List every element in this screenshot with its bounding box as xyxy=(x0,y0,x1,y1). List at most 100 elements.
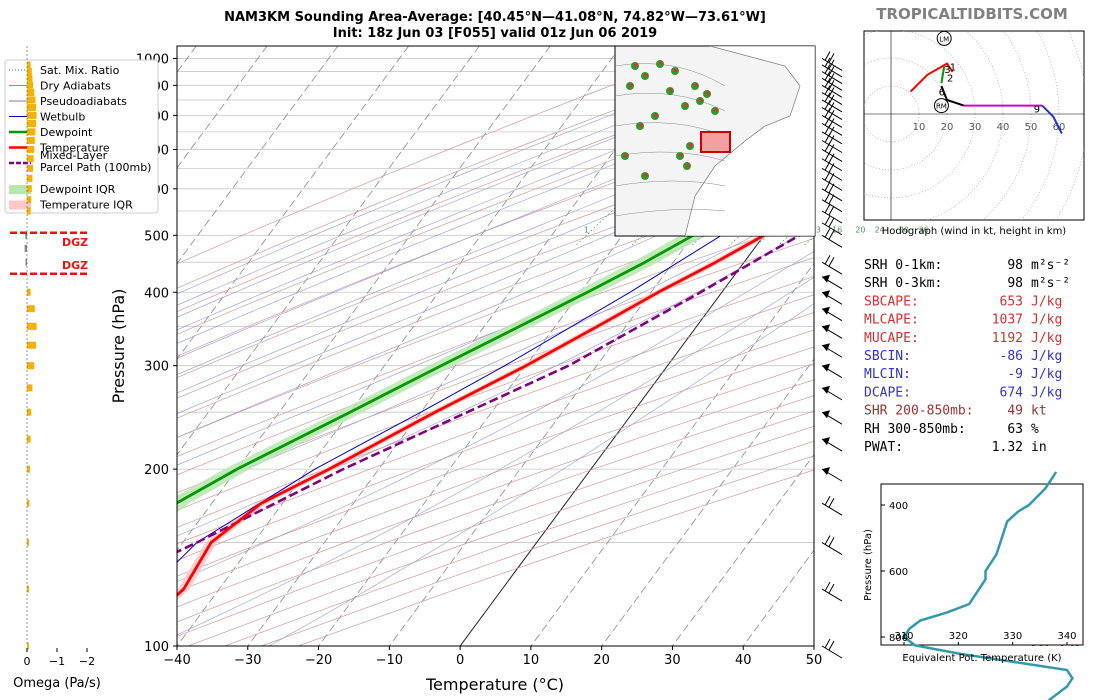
theta-e-line xyxy=(902,471,1074,700)
wind-barb-icon xyxy=(821,535,843,555)
wind-barb-feather xyxy=(828,640,835,651)
radar-echo-core xyxy=(689,143,693,147)
radar-echo-core xyxy=(686,163,690,167)
wind-barb-feather xyxy=(824,495,831,506)
wind-barb-icon xyxy=(821,203,843,224)
index-value: 98 xyxy=(1007,258,1023,273)
wind-barb-feather xyxy=(824,78,831,88)
omega-bar xyxy=(27,465,30,473)
wind-barb-flag xyxy=(822,410,830,419)
theta-e-xlabel: Equivalent Pot. Temperature (K) xyxy=(902,653,1061,664)
wind-barb-icon xyxy=(821,385,843,401)
wind-barb-icon xyxy=(821,215,843,236)
radar-echo-core xyxy=(679,153,683,157)
index-label: MUCAPE: xyxy=(864,331,919,346)
omega-bar xyxy=(27,164,33,172)
index-unit: J/kg xyxy=(1031,367,1062,382)
wind-barb-icon xyxy=(821,92,843,113)
theta-e-tick-label: 320 xyxy=(949,631,968,642)
omega-bar xyxy=(27,305,35,313)
wind-barb-feather xyxy=(828,118,835,128)
x-tick-label: −10 xyxy=(376,653,403,668)
hodograph-ring-label: 20 xyxy=(941,122,954,133)
wind-barb-feather xyxy=(824,57,831,68)
omega-bar xyxy=(27,288,31,296)
omega-bar xyxy=(27,408,32,416)
omega-bar xyxy=(27,539,29,547)
index-unit: J/kg xyxy=(1031,349,1062,364)
wind-barb-icon xyxy=(821,124,843,145)
index-row: MLCAPE: 1037 J/kg xyxy=(864,313,1062,328)
dry-adiabat-line xyxy=(177,346,814,577)
indices-table: SRH 0-1km: 98 m²s⁻² SRH 0-3km: 98 m²s⁻² SBCAPE… xyxy=(864,258,1070,455)
index-value: 98 xyxy=(1007,276,1023,291)
isotherm-line xyxy=(177,46,551,551)
ocean-shape xyxy=(684,46,815,236)
omega-bar xyxy=(27,128,36,136)
omega-bar xyxy=(27,207,31,215)
legend-entry: Temperature IQR xyxy=(9,199,133,212)
theta-e-tick-label: 800 xyxy=(889,633,908,644)
index-unit: kt xyxy=(1031,404,1047,419)
dry-adiabat-line xyxy=(177,395,814,623)
omega-bar xyxy=(27,68,32,76)
map-inset xyxy=(614,45,816,237)
radar-echo-core xyxy=(714,108,718,112)
wind-barb-feather xyxy=(824,51,831,61)
wind-barb-feather xyxy=(824,108,831,118)
wind-barbs xyxy=(821,51,843,659)
index-label: PWAT: xyxy=(864,440,903,455)
wind-barb-icon xyxy=(821,51,843,71)
omega-panel: DGZ DGZ 0 −1 −2 Omega (Pa/s) xyxy=(10,46,101,691)
theta-e-panel: 310 320 330 340 400 600 800 Equivalent Pot. Tem… xyxy=(863,471,1084,700)
wind-barb-feather xyxy=(828,256,835,267)
wind-barb-feather xyxy=(828,537,835,547)
omega-bar xyxy=(25,258,27,266)
theta-e-tick-label: 340 xyxy=(1057,631,1076,642)
wind-barb-feather xyxy=(828,144,835,154)
omega-bar xyxy=(27,384,33,392)
isotherm-line xyxy=(177,46,480,456)
dgz-label: DGZ xyxy=(62,259,88,272)
index-row: SRH 0-1km: 98 m²s⁻² xyxy=(864,258,1070,273)
x-tick-label: −40 xyxy=(163,653,190,668)
index-unit: in xyxy=(1031,440,1047,455)
pseudoadiabat-line xyxy=(177,226,814,537)
mixing-ratio-label: 1 xyxy=(584,225,589,234)
wind-barb-icon xyxy=(821,581,843,602)
chart-subtitle: Init: 18z Jun 03 [F055] valid 01z Jun 06… xyxy=(333,26,657,41)
wind-barb-icon xyxy=(821,192,843,213)
wind-barb-feather xyxy=(828,73,835,83)
wind-barb-feather xyxy=(828,217,835,228)
dgz-label: DGZ xyxy=(62,236,88,249)
wind-barb-feather xyxy=(828,153,835,163)
radar-echo-core xyxy=(659,61,663,65)
wind-barb-icon xyxy=(821,638,843,659)
index-label: SRH 0-3km: xyxy=(864,276,942,291)
x-tick-label: 30 xyxy=(664,653,681,668)
wind-barb-flag xyxy=(822,385,830,394)
omega-bar xyxy=(27,585,29,593)
omega-bar xyxy=(27,104,36,112)
dry-adiabat-line xyxy=(177,312,814,545)
index-label: MLCAPE: xyxy=(864,313,919,328)
storm-motion-label: RM xyxy=(936,103,947,111)
theta-e-frame xyxy=(880,483,1084,646)
wind-barb-feather xyxy=(828,87,835,97)
wind-barb-feather xyxy=(824,181,831,192)
index-row: RH 300-850mb: 63% xyxy=(864,422,1039,437)
mixing-ratio-label: 13 xyxy=(811,225,821,234)
index-label: DCAPE: xyxy=(864,385,911,400)
index-label: SRH 0-1km: xyxy=(864,258,942,273)
wind-barb-icon xyxy=(821,324,843,339)
wind-barb-icon xyxy=(821,85,843,105)
hodograph-frame xyxy=(863,30,1085,221)
hodograph-height-label: 2 xyxy=(947,74,953,85)
hodograph-ring-label: 40 xyxy=(997,122,1010,133)
x-axis-label: Temperature (°C) xyxy=(425,675,564,694)
index-row: PWAT: 1.32 in xyxy=(864,440,1047,455)
x-tick-label: 10 xyxy=(523,653,540,668)
index-value: 653 xyxy=(1000,294,1023,309)
index-value: 1037 xyxy=(992,313,1023,328)
omega-bar xyxy=(27,642,29,650)
